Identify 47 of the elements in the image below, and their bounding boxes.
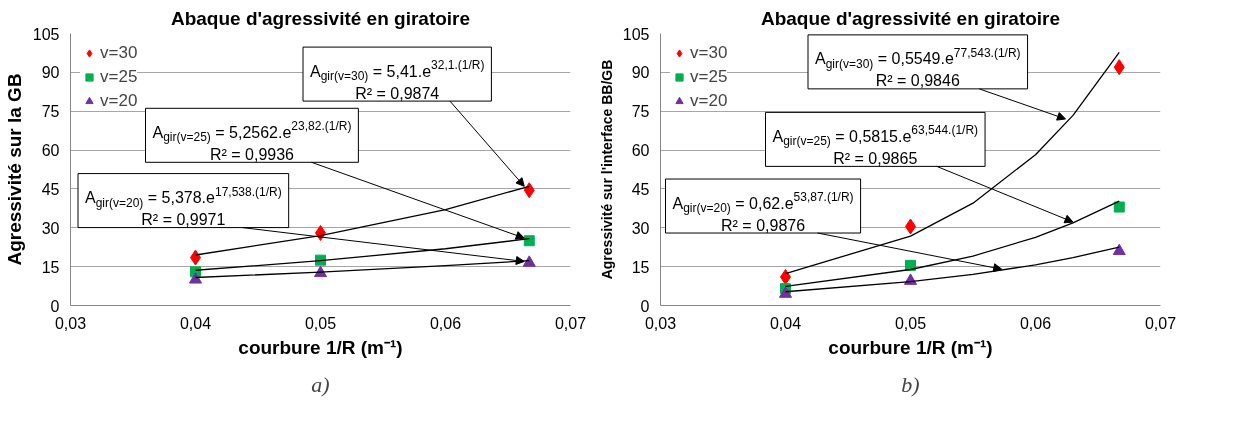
y-tick-label: 45 [41,180,60,198]
y-tick-label: 45 [631,180,650,198]
y-tick-label: 30 [41,219,60,237]
x-tick-label: 0,06 [1019,314,1052,332]
x-tick-label: 0,04 [179,314,212,332]
y-tick-label: 90 [631,64,650,82]
legend-label: v=30 [690,43,728,63]
y-tick-label: 15 [41,258,60,276]
point [523,182,535,199]
legend-label: v=25 [690,67,728,87]
y-tick-label: 15 [631,258,650,276]
x-tick-label: 0,03 [54,314,87,332]
y-tick-label: 105 [622,25,650,43]
x-axis-title: courbure 1/R (m⁻¹) [828,336,993,358]
y-tick-label: 75 [41,103,60,121]
legend-label: v=25 [100,67,138,87]
point [189,272,202,284]
point [523,235,535,247]
x-tick-label: 0,04 [769,314,802,332]
x-tick-label: 0,05 [894,314,927,332]
y-tick-label: 105 [32,25,60,43]
legend-label: v=30 [100,43,138,63]
x-tick-label: 0,07 [554,314,587,332]
point [522,255,536,267]
x-tick-label: 0,03 [644,314,677,332]
y-tick-label: 75 [631,103,650,121]
point [1112,243,1126,256]
legend-label: v=20 [690,91,728,111]
x-tick-label: 0,07 [1144,314,1177,332]
point [1113,201,1125,213]
text: b) [901,371,920,397]
y-tick-label: 60 [631,142,650,160]
y-tick-label: 30 [631,219,650,237]
x-tick-label: 0,05 [304,314,337,332]
y-tick-label: 90 [41,64,60,82]
chart-title: Abaque d'agressivité en giratoire [170,7,471,29]
text: a) [311,371,330,397]
y-tick-label: 60 [41,142,60,160]
y-tick-label: 0 [50,297,60,315]
legend-label: v=20 [100,91,138,111]
x-tick-label: 0,06 [429,314,462,332]
y-tick-label: 0 [640,297,650,315]
y-axis-title: Agressivité sur la GB [3,73,25,266]
point [1113,59,1125,76]
y-axis-title: Agressivité sur l'interface BB/GB [598,59,615,280]
chart-title: Abaque d'agressivité en giratoire [760,7,1061,29]
x-axis-title: courbure 1/R (m⁻¹) [238,336,403,358]
